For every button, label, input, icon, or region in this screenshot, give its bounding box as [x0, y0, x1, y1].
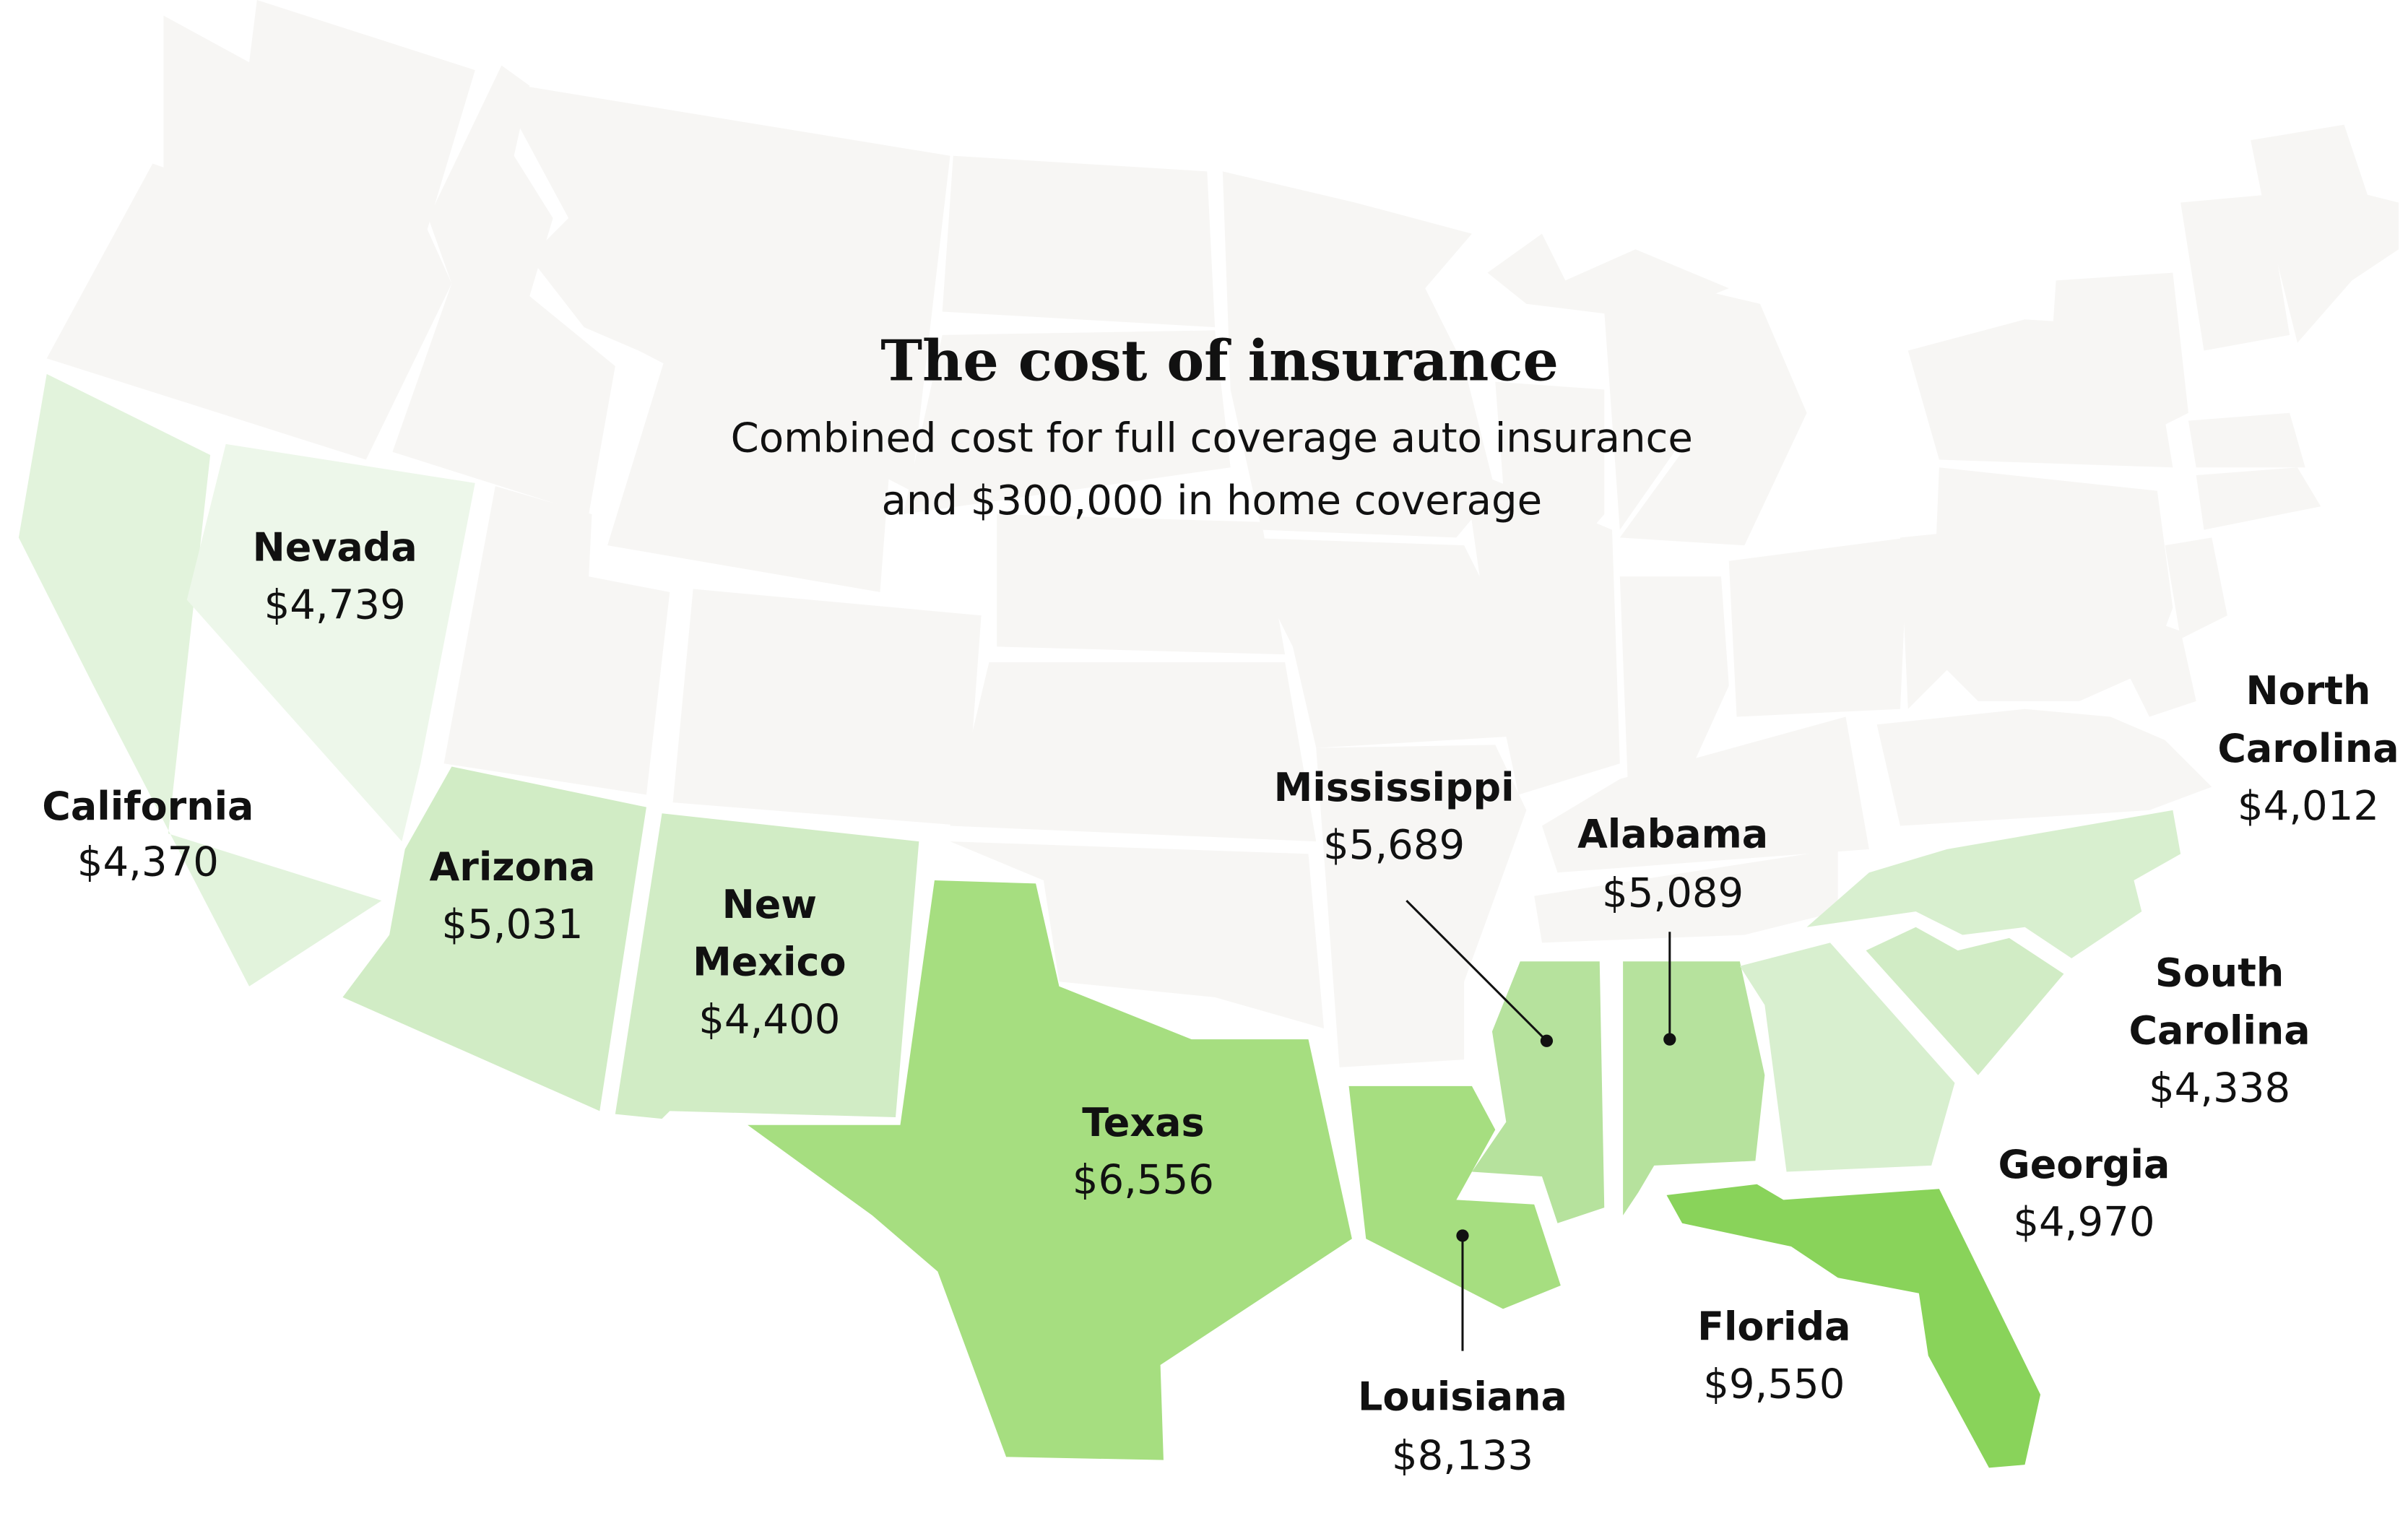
label-mississippi: Mississippi $5,689 [1274, 765, 1515, 869]
state-name-line2: Mexico [693, 940, 846, 985]
label-arizona: Arizona $5,031 [430, 844, 596, 948]
state-value: $4,739 [264, 582, 406, 629]
state-value: $4,370 [77, 839, 219, 886]
state-value: $4,338 [2149, 1065, 2290, 1111]
state-name: South [2155, 950, 2284, 996]
label-north-carolina: North Carolina $4,012 [2217, 668, 2399, 830]
state-name: Florida [1697, 1304, 1850, 1349]
state-name: Nevada [253, 525, 417, 571]
state-value: $9,550 [1703, 1361, 1845, 1408]
state-name-line2: Carolina [2217, 726, 2399, 771]
state-name: Mississippi [1274, 765, 1515, 810]
state-georgia[interactable] [1739, 942, 1955, 1172]
label-louisiana: Louisiana $8,133 [1358, 1374, 1567, 1480]
state-value: $6,556 [1073, 1157, 1214, 1204]
chart-subtitle-line2: and $300,000 in home coverage [881, 477, 1542, 524]
state-texas[interactable] [748, 880, 1352, 1460]
label-california: California $4,370 [42, 784, 254, 886]
state-name: Texas [1082, 1100, 1204, 1145]
state-value: $5,689 [1323, 822, 1465, 869]
state-name: North [2246, 668, 2371, 714]
state-arizona[interactable] [342, 766, 646, 1111]
state-name: New [722, 882, 817, 927]
label-south-carolina: South Carolina $4,338 [2128, 950, 2310, 1112]
state-north-carolina[interactable] [1806, 810, 2181, 958]
state-louisiana[interactable] [1348, 1085, 1561, 1309]
state-name: Georgia [1998, 1142, 2170, 1187]
label-alabama: Alabama $5,089 [1577, 812, 1768, 917]
state-name: California [42, 784, 254, 829]
label-florida: Florida $9,550 [1697, 1304, 1850, 1408]
unhighlighted-states [46, 0, 2399, 1067]
leader-lines [1406, 900, 1676, 1351]
state-name: Louisiana [1358, 1374, 1567, 1420]
state-value: $4,970 [2013, 1199, 2154, 1246]
state-new-mexico[interactable] [615, 813, 919, 1119]
chart-header: The cost of insurance Combined cost for … [731, 328, 1693, 524]
highlighted-states [18, 373, 2181, 1468]
state-value: $4,012 [2238, 783, 2379, 830]
label-nevada: Nevada $4,739 [253, 525, 417, 629]
label-georgia: Georgia $4,970 [1998, 1142, 2170, 1246]
state-florida[interactable] [1666, 1184, 2041, 1468]
state-nevada[interactable] [186, 443, 475, 842]
state-labels: California $4,370 Nevada $4,739 Arizona … [42, 525, 2399, 1480]
state-name: Arizona [430, 844, 596, 890]
state-south-carolina[interactable] [1866, 927, 2064, 1075]
state-value: $4,400 [698, 996, 840, 1043]
state-value: $8,133 [1392, 1433, 1533, 1480]
chart-title: The cost of insurance [880, 328, 1559, 394]
state-alabama[interactable] [1623, 961, 1765, 1215]
state-name: Alabama [1577, 812, 1768, 857]
state-name-line2: Carolina [2128, 1008, 2310, 1054]
label-texas: Texas $6,556 [1073, 1100, 1214, 1204]
state-value: $5,031 [441, 901, 583, 948]
state-mississippi[interactable] [1471, 961, 1605, 1223]
label-new-mexico: New Mexico $4,400 [693, 882, 846, 1044]
state-california[interactable] [18, 373, 382, 987]
state-value: $5,089 [1602, 870, 1744, 917]
chart-subtitle-line1: Combined cost for full coverage auto ins… [731, 415, 1693, 462]
